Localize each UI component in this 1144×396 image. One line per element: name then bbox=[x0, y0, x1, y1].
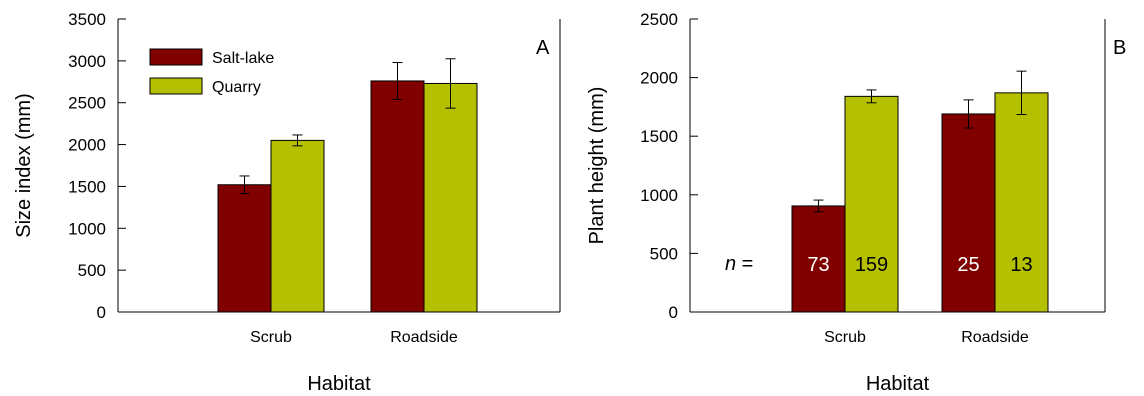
panel-letter-b: B bbox=[1113, 37, 1126, 59]
y-tick-label: 500 bbox=[650, 244, 678, 263]
y-tick-label: 2000 bbox=[68, 136, 106, 155]
x-tick-label: Roadside bbox=[961, 329, 1029, 346]
y-tick-label: 2500 bbox=[640, 10, 678, 29]
panel-letter-a: A bbox=[536, 37, 550, 59]
bar-quarry-scrub bbox=[270, 139, 325, 313]
panel-a: 0 500 1000 1500 2000 2500 3000 3500 Scrub Roadsid… bbox=[13, 10, 561, 395]
bar-salt-lake-scrub bbox=[217, 184, 272, 313]
x-tick-label: Roadside bbox=[390, 329, 458, 346]
n-label: 159 bbox=[855, 254, 888, 276]
bar-quarry-roadside bbox=[994, 92, 1049, 313]
y-axis-title: Plant height (mm) bbox=[586, 87, 608, 245]
x-axis-title: Habitat bbox=[866, 373, 930, 395]
y-tick-label: 1000 bbox=[640, 186, 678, 205]
bar-quarry-scrub bbox=[844, 95, 899, 313]
y-tick-label: 3500 bbox=[68, 10, 106, 29]
y-tick-label: 1500 bbox=[68, 177, 106, 196]
y-tick-label: 2000 bbox=[640, 69, 678, 88]
bar-salt-lake-scrub bbox=[791, 205, 846, 313]
bar-salt-lake-roadside bbox=[370, 80, 425, 313]
y-tick-label: 2500 bbox=[68, 94, 106, 113]
n-label: 73 bbox=[807, 254, 829, 276]
panel-b: 0 500 1000 1500 2000 2500 73 159 Scrub 25 13 Roadsi… bbox=[586, 10, 1106, 395]
n-prefix: n = bbox=[725, 253, 753, 275]
bar-salt-lake-roadside bbox=[941, 113, 996, 313]
legend: Salt-lake Quarry bbox=[149, 48, 274, 96]
y-tick-label: 0 bbox=[669, 303, 678, 322]
x-axis-title: Habitat bbox=[307, 373, 371, 395]
legend-swatch-salt-lake bbox=[149, 48, 203, 66]
y-tick-label: 0 bbox=[97, 303, 106, 322]
y-axis-title: Size index (mm) bbox=[13, 93, 35, 237]
y-tick-label: 500 bbox=[78, 261, 106, 280]
n-prefix-equals: = bbox=[736, 253, 753, 275]
n-label: 25 bbox=[957, 254, 979, 276]
bar-quarry-roadside bbox=[423, 82, 478, 313]
legend-label-quarry: Quarry bbox=[212, 79, 261, 96]
legend-swatch-quarry bbox=[149, 77, 203, 95]
x-tick-label: Scrub bbox=[824, 329, 866, 346]
y-tick-label: 3000 bbox=[68, 52, 106, 71]
n-label: 13 bbox=[1010, 254, 1032, 276]
y-tick-label: 1000 bbox=[68, 219, 106, 238]
n-prefix-letter: n bbox=[725, 253, 736, 275]
y-tick-label: 1500 bbox=[640, 127, 678, 146]
legend-label-salt-lake: Salt-lake bbox=[212, 50, 274, 67]
x-tick-label: Scrub bbox=[250, 329, 292, 346]
